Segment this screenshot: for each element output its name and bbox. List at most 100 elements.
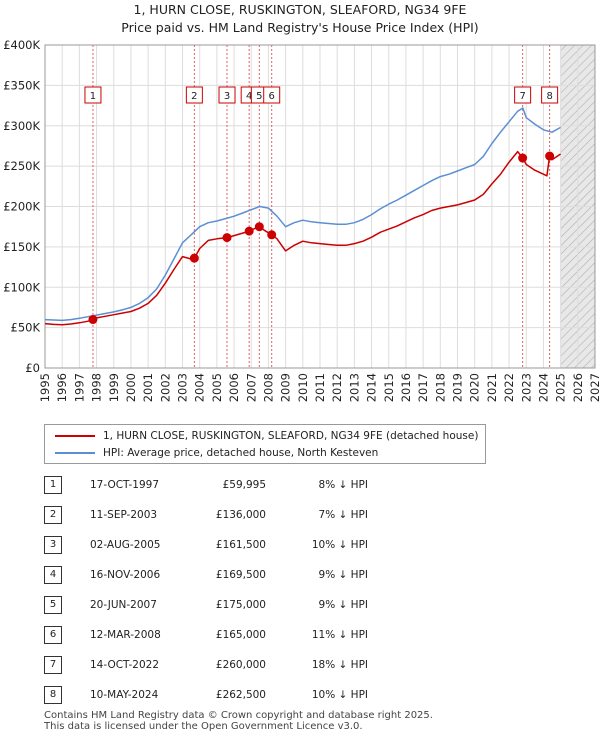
sale-marker-label-1: 1	[90, 91, 96, 102]
x-tick-label: 2015	[382, 373, 396, 402]
y-tick-label: £0	[25, 361, 40, 375]
x-tick-label: 2014	[365, 373, 379, 402]
x-tick-label: 2024	[536, 373, 550, 402]
transaction-hpi-diff: 7% ↓ HPI	[318, 509, 368, 521]
transaction-hpi-diff: 11% ↓ HPI	[311, 629, 368, 641]
x-tick-label: 2000	[124, 373, 138, 402]
sale-point-1	[88, 315, 98, 325]
transaction-hpi-diff: 10% ↓ HPI	[311, 689, 368, 701]
x-tick-label: 2002	[158, 373, 172, 402]
transaction-hpi-diff: 10% ↓ HPI	[311, 539, 368, 551]
transaction-row: 5 20-JUN-2007 £175,000 9% ↓ HPI	[44, 596, 504, 616]
x-tick-label: 1996	[55, 373, 69, 402]
x-tick-label: 2009	[279, 373, 293, 402]
legend-item-property: 1, HURN CLOSE, RUSKINGTON, SLEAFORD, NG3…	[55, 428, 478, 444]
y-tick-label: £300K	[3, 119, 40, 133]
transaction-date: 10-MAY-2024	[90, 689, 159, 701]
transaction-date: 17-OCT-1997	[90, 479, 159, 491]
y-tick-label: £350K	[3, 78, 40, 92]
x-tick-label: 2006	[227, 373, 241, 402]
x-tick-label: 2008	[261, 373, 275, 402]
transaction-number: 1	[44, 476, 62, 494]
sale-point-2	[189, 253, 199, 263]
legend-item-hpi: HPI: Average price, detached house, Nort…	[55, 445, 378, 461]
sale-marker-box-2	[185, 86, 203, 104]
x-tick-label: 2019	[451, 373, 465, 402]
series-line-hpi	[44, 107, 561, 322]
x-tick-label: 1997	[72, 373, 86, 402]
transaction-price: £260,000	[215, 659, 266, 671]
footer-licence: This data is licensed under the Open Gov…	[44, 721, 363, 732]
transaction-price: £262,500	[215, 689, 266, 701]
x-tick-label: 2007	[244, 373, 258, 402]
x-tick-label: 2010	[296, 373, 310, 402]
transaction-row: 1 17-OCT-1997 £59,995 8% ↓ HPI	[44, 476, 504, 496]
footer-copyright: Contains HM Land Registry data © Crown c…	[44, 710, 433, 721]
x-tick-label: 2013	[347, 373, 361, 402]
transaction-number: 2	[44, 506, 62, 524]
x-tick-label: 2001	[141, 373, 155, 402]
transaction-date: 16-NOV-2006	[90, 569, 161, 581]
transaction-date: 11-SEP-2003	[90, 509, 158, 521]
transaction-price: £175,000	[215, 599, 266, 611]
x-tick-label: 2017	[416, 373, 430, 402]
sale-marker-label-3: 3	[224, 91, 230, 102]
transaction-date: 02-AUG-2005	[90, 539, 161, 551]
chart-title: 1, HURN CLOSE, RUSKINGTON, SLEAFORD, NG3…	[133, 2, 467, 17]
plot-frame	[44, 44, 596, 369]
transaction-date: 12-MAR-2008	[90, 629, 161, 641]
transaction-row: 8 10-MAY-2024 £262,500 10% ↓ HPI	[44, 686, 504, 706]
sale-marker-label-7: 7	[519, 91, 525, 102]
y-tick-label: £250K	[3, 159, 40, 173]
sale-marker-box-6	[263, 86, 281, 104]
transaction-row: 2 11-SEP-2003 £136,000 7% ↓ HPI	[44, 506, 504, 526]
sale-point-5	[254, 222, 264, 232]
y-tick-label: £200K	[3, 200, 40, 214]
sale-point-3	[222, 233, 232, 243]
legend-swatch-hpi	[55, 452, 95, 454]
sale-marker-label-5: 5	[256, 91, 262, 102]
transaction-number: 8	[44, 686, 62, 704]
x-tick-label: 2004	[193, 373, 207, 402]
sale-marker-box-1	[84, 86, 102, 104]
transaction-row: 4 16-NOV-2006 £169,500 9% ↓ HPI	[44, 566, 504, 586]
x-tick-label: 2012	[330, 373, 344, 402]
sale-marker-label-2: 2	[191, 91, 197, 102]
transaction-hpi-diff: 8% ↓ HPI	[318, 479, 368, 491]
transaction-row: 3 02-AUG-2005 £161,500 10% ↓ HPI	[44, 536, 504, 556]
transaction-number: 7	[44, 656, 62, 674]
x-tick-label: 2022	[502, 373, 516, 402]
legend-label-hpi: HPI: Average price, detached house, Nort…	[103, 447, 379, 459]
legend: 1, HURN CLOSE, RUSKINGTON, SLEAFORD, NG3…	[44, 424, 486, 464]
sale-marker-label-6: 6	[269, 91, 275, 102]
x-tick-label: 1998	[90, 373, 104, 402]
y-tick-label: £400K	[3, 38, 40, 52]
transaction-row: 7 14-OCT-2022 £260,000 18% ↓ HPI	[44, 656, 504, 676]
transaction-number: 3	[44, 536, 62, 554]
sale-point-7	[518, 153, 528, 163]
x-tick-label: 2026	[571, 373, 585, 402]
sale-marker-label-8: 8	[546, 91, 552, 102]
sale-marker-box-3	[218, 86, 236, 104]
transaction-price: £161,500	[215, 539, 266, 551]
sale-marker-label-4: 4	[246, 91, 252, 102]
transaction-hpi-diff: 9% ↓ HPI	[318, 599, 368, 611]
x-tick-label: 2016	[399, 373, 413, 402]
transaction-number: 4	[44, 566, 62, 584]
x-tick-label: 1995	[38, 373, 52, 402]
x-tick-label: 2003	[176, 373, 190, 402]
transaction-number: 6	[44, 626, 62, 644]
sale-point-4	[244, 226, 254, 236]
x-tick-label: 2005	[210, 373, 224, 402]
transaction-price: £136,000	[215, 509, 266, 521]
transaction-hpi-diff: 18% ↓ HPI	[311, 659, 368, 671]
transaction-price: £165,000	[215, 629, 266, 641]
transaction-price: £59,995	[222, 479, 266, 491]
x-tick-label: 2020	[468, 373, 482, 402]
x-tick-label: 2027	[588, 373, 600, 402]
transaction-row: 6 12-MAR-2008 £165,000 11% ↓ HPI	[44, 626, 504, 646]
legend-label-property: 1, HURN CLOSE, RUSKINGTON, SLEAFORD, NG3…	[103, 430, 479, 442]
transaction-date: 20-JUN-2007	[90, 599, 157, 611]
sale-marker-box-8	[541, 86, 559, 104]
x-tick-label: 1999	[107, 373, 121, 402]
